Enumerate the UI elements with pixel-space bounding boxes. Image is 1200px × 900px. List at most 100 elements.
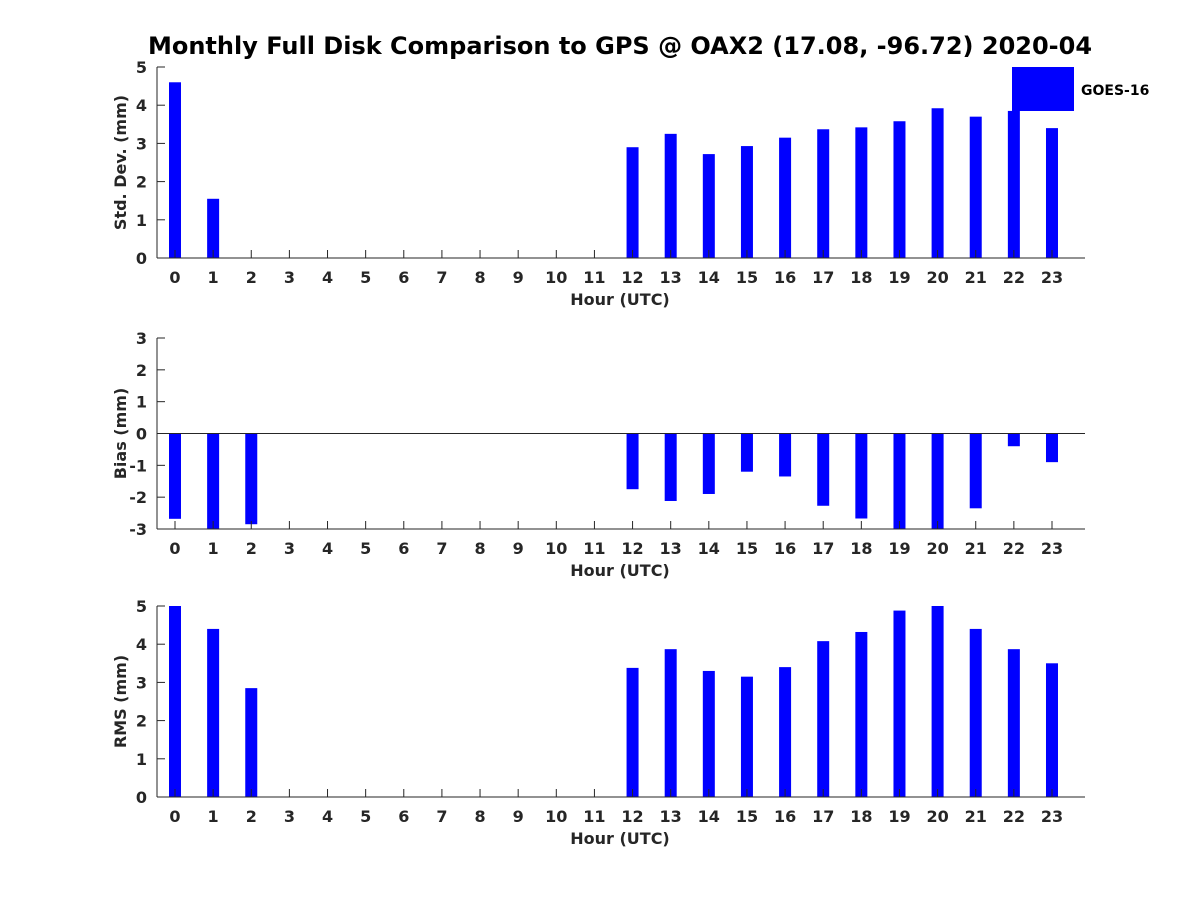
- y-axis-label: RMS (mm): [111, 655, 130, 748]
- x-tick-label: 15: [736, 268, 758, 287]
- y-tick-label: 2: [136, 173, 147, 192]
- x-tick-label: 23: [1041, 539, 1063, 558]
- bar: [169, 82, 181, 258]
- bar: [626, 433, 639, 490]
- x-tick-label: 11: [583, 539, 605, 558]
- x-tick-label: 21: [965, 807, 987, 826]
- bar: [740, 676, 753, 797]
- bar: [931, 606, 944, 797]
- x-tick-label: 19: [888, 807, 910, 826]
- x-tick-label: 12: [621, 539, 643, 558]
- bar: [817, 129, 830, 258]
- x-tick-label: 1: [208, 268, 219, 287]
- x-tick-label: 18: [850, 539, 872, 558]
- x-tick-label: 6: [398, 268, 409, 287]
- y-tick-label: 5: [136, 597, 147, 616]
- x-tick-label: 5: [360, 268, 371, 287]
- bar: [626, 667, 639, 797]
- x-tick-label: 0: [169, 807, 180, 826]
- x-tick-label: 22: [1003, 268, 1025, 287]
- x-tick-label: 21: [965, 539, 987, 558]
- x-tick-label: 12: [621, 268, 643, 287]
- bar: [740, 433, 753, 472]
- bar: [817, 433, 830, 506]
- y-tick-label: 0: [136, 249, 147, 268]
- y-tick-label: 0: [136, 425, 147, 444]
- y-tick-label: 1: [136, 393, 147, 412]
- x-tick-label: 23: [1041, 807, 1063, 826]
- bar: [779, 137, 792, 258]
- bar: [207, 433, 220, 529]
- y-tick-label: 2: [136, 361, 147, 380]
- y-axis-label: Std. Dev. (mm): [111, 95, 130, 230]
- x-tick-label: 0: [169, 268, 180, 287]
- y-tick-label: 1: [136, 211, 147, 230]
- x-axis-label: Hour (UTC): [570, 290, 670, 309]
- x-tick-label: 13: [660, 807, 682, 826]
- x-tick-label: 4: [322, 268, 333, 287]
- legend-swatch: [1012, 67, 1074, 111]
- x-tick-label: 13: [660, 539, 682, 558]
- x-tick-label: 5: [360, 807, 371, 826]
- x-tick-label: 8: [474, 268, 485, 287]
- x-tick-label: 18: [850, 268, 872, 287]
- x-tick-label: 15: [736, 807, 758, 826]
- bar: [207, 198, 220, 258]
- bar: [702, 433, 715, 494]
- bar: [855, 127, 868, 258]
- y-axis-label: Bias (mm): [111, 388, 130, 480]
- bar: [245, 688, 258, 797]
- y-tick-label: 3: [136, 134, 147, 153]
- bar: [893, 433, 906, 529]
- bar: [245, 433, 258, 525]
- bar: [931, 433, 944, 529]
- x-tick-label: 0: [169, 539, 180, 558]
- x-tick-label: 9: [513, 539, 524, 558]
- x-tick-label: 22: [1003, 539, 1025, 558]
- x-tick-label: 2: [246, 539, 257, 558]
- x-tick-label: 19: [888, 268, 910, 287]
- x-tick-label: 6: [398, 539, 409, 558]
- x-tick-label: 10: [545, 807, 567, 826]
- x-tick-label: 17: [812, 268, 834, 287]
- x-tick-label: 14: [698, 807, 720, 826]
- x-tick-label: 21: [965, 268, 987, 287]
- y-tick-label: -3: [129, 520, 147, 539]
- x-tick-label: 11: [583, 807, 605, 826]
- x-tick-label: 3: [284, 807, 295, 826]
- bar: [969, 628, 982, 797]
- bar: [664, 433, 677, 501]
- y-tick-label: 5: [136, 58, 147, 77]
- x-tick-label: 1: [208, 807, 219, 826]
- y-tick-label: -2: [129, 488, 147, 507]
- bar: [1007, 110, 1020, 259]
- y-tick-label: 1: [136, 750, 147, 769]
- bar: [779, 667, 792, 797]
- bar: [931, 108, 944, 258]
- y-tick-label: 0: [136, 788, 147, 807]
- x-tick-label: 7: [436, 807, 447, 826]
- x-tick-label: 4: [322, 807, 333, 826]
- y-tick-label: 2: [136, 712, 147, 731]
- x-axis-label: Hour (UTC): [570, 829, 670, 848]
- x-tick-label: 19: [888, 539, 910, 558]
- chart-title: Monthly Full Disk Comparison to GPS @ OA…: [148, 32, 1092, 60]
- x-tick-label: 20: [926, 539, 948, 558]
- bar: [969, 116, 982, 258]
- bar: [855, 433, 868, 519]
- x-tick-label: 8: [474, 807, 485, 826]
- legend-label: GOES-16: [1081, 83, 1149, 99]
- legend: GOES-16: [1012, 67, 1149, 111]
- y-tick-label: 4: [136, 635, 147, 654]
- x-tick-label: 10: [545, 539, 567, 558]
- bar: [1045, 663, 1058, 797]
- x-tick-label: 12: [621, 807, 643, 826]
- bar: [740, 146, 753, 258]
- x-tick-label: 3: [284, 268, 295, 287]
- x-tick-label: 6: [398, 807, 409, 826]
- y-tick-label: 3: [136, 673, 147, 692]
- bar: [893, 121, 906, 258]
